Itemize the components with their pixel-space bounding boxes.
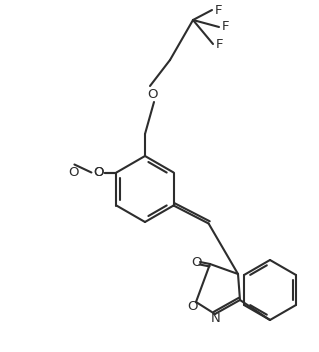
Text: F: F [216, 38, 224, 50]
Text: O: O [191, 256, 201, 269]
Text: O: O [68, 166, 78, 179]
Text: O: O [147, 88, 157, 101]
Text: O: O [93, 166, 104, 179]
Text: F: F [222, 20, 229, 33]
Text: O: O [187, 300, 197, 313]
Text: F: F [215, 4, 222, 17]
Text: O: O [93, 166, 104, 179]
Text: N: N [211, 313, 221, 326]
